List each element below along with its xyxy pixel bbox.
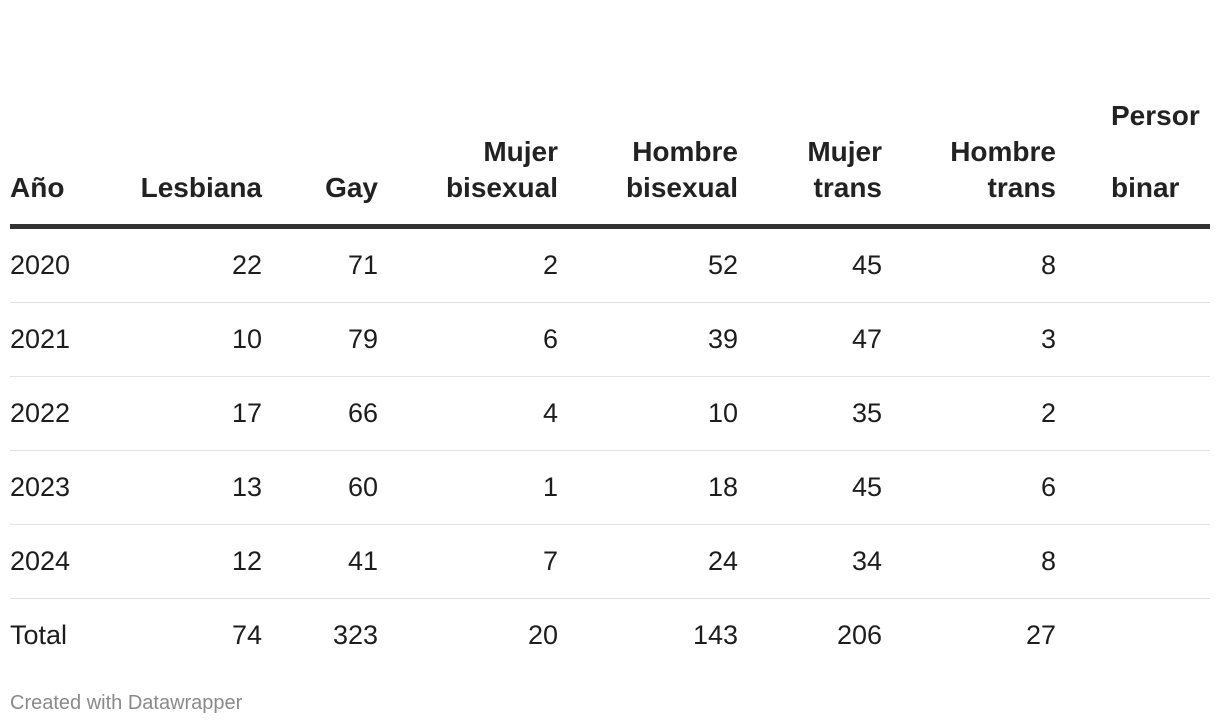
table-cell: 7	[378, 524, 558, 599]
table-cell: 20	[527, 620, 558, 650]
header-persona-no-binaria[interactable]: Persor binar	[1056, 0, 1210, 229]
table-row: 2021 10 79 6 39 47 3	[10, 302, 1210, 377]
row-label-cell: 2022	[10, 376, 120, 451]
header-line: bisexual	[625, 172, 738, 203]
data-table-container: Año Lesbiana Gay Mujer bisexual Hombre bis…	[10, 0, 1210, 650]
header-line: trans	[987, 172, 1056, 203]
table-row: 2022 17 66 4 10 35 2	[10, 376, 1210, 451]
header-line: bisexual	[445, 172, 558, 203]
table-row: 2023 13 60 1 18 45 6	[10, 450, 1210, 525]
table-cell: 60	[262, 450, 378, 525]
table-cell	[1056, 599, 1210, 651]
table-cell: 41	[262, 524, 378, 599]
table-row: 2020 22 71 2 52 45 8	[10, 226, 1210, 303]
table-cell: 35	[738, 376, 882, 451]
table-row: 2024 12 41 7 24 34 8	[10, 524, 1210, 599]
datawrapper-credit[interactable]: Created with Datawrapper	[10, 692, 243, 714]
data-table: Año Lesbiana Gay Mujer bisexual Hombre bis…	[10, 0, 1210, 650]
table-cell: 34	[738, 524, 882, 599]
header-lesbiana[interactable]: Lesbiana	[120, 0, 262, 229]
table-cell: 66	[262, 376, 378, 451]
table-cell	[1056, 450, 1210, 525]
table-cell: 323	[332, 620, 378, 650]
table-cell: 45	[738, 450, 882, 525]
table-cell: 10	[558, 376, 738, 451]
table-cell: 8	[882, 226, 1056, 303]
table-cell: 4	[378, 376, 558, 451]
table-cell: 13	[120, 450, 262, 525]
header-mujer-trans[interactable]: Mujer trans	[738, 0, 882, 229]
table-cell: 45	[738, 226, 882, 303]
table-cell: 22	[120, 226, 262, 303]
header-line: Persor	[1111, 100, 1200, 131]
row-label-cell: 2023	[10, 450, 120, 525]
table-cell: 8	[882, 524, 1056, 599]
header-line: Mujer	[807, 136, 882, 167]
table-cell: 6	[378, 302, 558, 377]
table-cell: 39	[558, 302, 738, 377]
header-line: binar	[1111, 172, 1180, 203]
table-cell: 2	[882, 376, 1056, 451]
table-cell: 206	[836, 620, 882, 650]
header-line: Año	[10, 172, 65, 203]
header-line: trans	[813, 172, 882, 203]
table-cell	[1056, 376, 1210, 451]
row-label-cell: 2021	[10, 302, 120, 377]
header-line: Gay	[325, 172, 378, 203]
table-cell: 12	[120, 524, 262, 599]
table-cell: 143	[692, 620, 738, 650]
header-line: Lesbiana	[140, 172, 262, 203]
table-cell: 6	[882, 450, 1056, 525]
table-cell	[1056, 226, 1210, 303]
table-cell	[1056, 524, 1210, 599]
row-label-cell: Total	[10, 620, 68, 650]
header-line: Mujer	[483, 136, 558, 167]
total-row: Total 74 323 20 143 206 27	[10, 599, 1210, 651]
table-cell: 24	[558, 524, 738, 599]
table-cell: 3	[882, 302, 1056, 377]
header-line	[1111, 134, 1210, 170]
table-cell: 10	[120, 302, 262, 377]
header-hombre-trans[interactable]: Hombre trans	[882, 0, 1056, 229]
table-cell: 1	[378, 450, 558, 525]
table-cell: 74	[231, 620, 262, 650]
header-row: Año Lesbiana Gay Mujer bisexual Hombre bis…	[10, 0, 1210, 229]
header-hombre-bisexual[interactable]: Hombre bisexual	[558, 0, 738, 229]
row-label-cell: 2020	[10, 226, 120, 303]
table-cell: 27	[1025, 620, 1056, 650]
header-line: Hombre	[950, 136, 1056, 167]
table-cell: 47	[738, 302, 882, 377]
header-year[interactable]: Año	[10, 0, 120, 229]
table-cell: 71	[262, 226, 378, 303]
header-gay[interactable]: Gay	[262, 0, 378, 229]
header-line: Hombre	[632, 136, 738, 167]
table-cell	[1056, 302, 1210, 377]
table-cell: 2	[378, 226, 558, 303]
header-mujer-bisexual[interactable]: Mujer bisexual	[378, 0, 558, 229]
row-label-cell: 2024	[10, 524, 120, 599]
table-cell: 52	[558, 226, 738, 303]
table-cell: 79	[262, 302, 378, 377]
table-cell: 18	[558, 450, 738, 525]
table-cell: 17	[120, 376, 262, 451]
